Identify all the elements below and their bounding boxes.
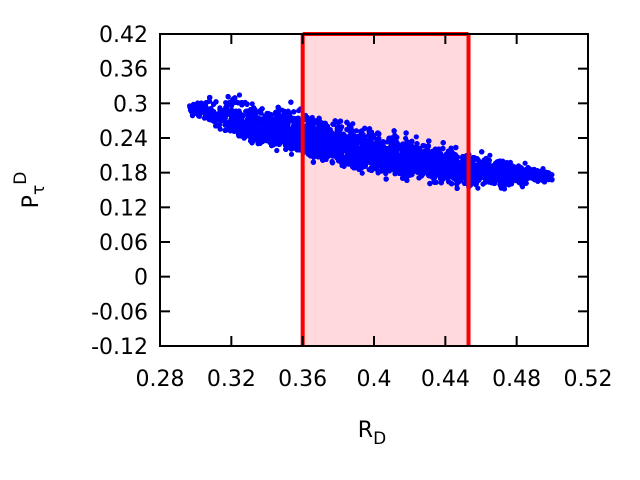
scatter-point xyxy=(353,128,359,134)
scatter-point xyxy=(422,143,428,149)
scatter-point xyxy=(480,181,486,187)
scatter-point xyxy=(288,151,295,157)
highlight-band xyxy=(302,34,469,346)
highlight-band-layer xyxy=(302,34,469,346)
scatter-point xyxy=(413,134,419,140)
scatter-point xyxy=(392,171,398,177)
scatter-point xyxy=(487,152,493,158)
scatter-point xyxy=(448,145,454,151)
scatter-point xyxy=(249,101,255,107)
scatter-point xyxy=(236,92,243,98)
scatter-point xyxy=(522,160,528,166)
scatter-point xyxy=(359,170,365,176)
scatter-point xyxy=(274,147,280,154)
scatter-points xyxy=(187,92,555,192)
